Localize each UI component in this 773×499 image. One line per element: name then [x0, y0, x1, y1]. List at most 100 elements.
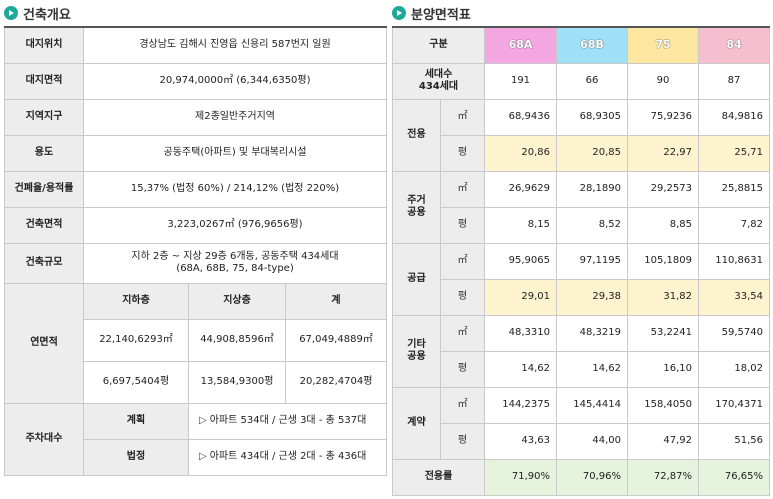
contract-label: 계약	[392, 386, 441, 460]
contract-sqm-68b: 145,4414	[556, 386, 628, 424]
overview-title-text: 건축개요	[23, 7, 71, 23]
unit-sqm: ㎡	[440, 386, 485, 424]
table-row: 세대수 434세대 191 66 90 87	[392, 62, 770, 100]
table-row: 용도 공동주택(아파트) 및 부대복리시설	[4, 134, 388, 172]
residential-common-py-75: 8,85	[627, 206, 699, 244]
table-row: 연면적 지하층 지상층 계	[4, 282, 388, 404]
table-row: 주차대수 계획 ▷ 아파트 534대 / 근생 3대 - 총 537대	[4, 402, 388, 476]
other-common-sqm-68a: 48,3310	[484, 314, 557, 352]
exclusive-py-84: 25,71	[698, 134, 770, 172]
unit-py: 평	[440, 350, 485, 388]
unit-py: 평	[440, 422, 485, 460]
residential-common-sqm-84: 25,8815	[698, 170, 770, 208]
zone-label: 지역지구	[4, 98, 84, 136]
residential-common-py-84: 7,82	[698, 206, 770, 244]
ratio-68a: 71,90%	[484, 458, 557, 496]
floor-area-header-total: 계	[284, 282, 388, 320]
sale-area-table: 구분 68A 68B 75 84 세대수 434세대 191 66 90 87 …	[392, 26, 770, 496]
other-common-label: 기타 공용	[392, 314, 441, 388]
floor-area-py-basement: 6,697,5404평	[83, 360, 189, 404]
other-common-sqm-84: 59,5740	[698, 314, 770, 352]
type-75-text: 75	[655, 38, 671, 51]
other-common-sqm-68b: 48,3219	[556, 314, 628, 352]
zone-value: 제2종일반주거지역	[82, 98, 388, 136]
unit-sqm: ㎡	[440, 314, 485, 352]
overview-title: 건축개요	[4, 3, 71, 23]
unit-py: 평	[440, 206, 485, 244]
table-row: 구분 68A 68B 75 84	[392, 26, 770, 64]
exclusive-sqm-68b: 68,9305	[556, 98, 628, 136]
type-84-text: 84	[726, 38, 742, 51]
table-row: 주거 공용 ㎡ 26,9629 28,1890 29,2573 25,8815	[392, 170, 770, 244]
residential-common-py-68b: 8,52	[556, 206, 628, 244]
other-common-py-75: 16,10	[627, 350, 699, 388]
other-common-py-84: 18,02	[698, 350, 770, 388]
supply-py-84: 33,54	[698, 278, 770, 316]
unit-py: 평	[440, 278, 485, 316]
sale-area-title-text: 분양면적표	[411, 7, 471, 23]
building-area-value: 3,223,0267㎡ (976,9656평)	[82, 206, 388, 244]
site-area-label: 대지면적	[4, 62, 84, 100]
unit-sqm: ㎡	[440, 242, 485, 280]
ratio-75: 72,87%	[627, 458, 699, 496]
other-common-py-68a: 14,62	[484, 350, 557, 388]
coverage-value: 15,37% (법정 60%) / 214,12% (법정 220%)	[82, 170, 388, 208]
contract-py-84: 51,56	[698, 422, 770, 460]
contract-sqm-84: 170,4371	[698, 386, 770, 424]
supply-py-75: 31,82	[627, 278, 699, 316]
table-row: 기타 공용 ㎡ 48,3310 48,3219 53,2241 59,5740	[392, 314, 770, 388]
table-row: 대지위치 경상남도 김해시 진영읍 신용리 587번지 일원	[4, 26, 388, 64]
exclusive-py-68b: 20,85	[556, 134, 628, 172]
households-84: 87	[698, 62, 770, 100]
residential-common-sqm-68a: 26,9629	[484, 170, 557, 208]
type-68b-text: 68B	[580, 38, 604, 51]
households-label-2: 434세대	[418, 81, 459, 92]
triangle-right-icon: ▷	[199, 414, 207, 426]
table-row: 평 8,15 8,52 8,85 7,82	[393, 206, 770, 244]
table-row: 건축면적 3,223,0267㎡ (976,9656평)	[4, 206, 388, 244]
type-84-header: 84	[698, 26, 770, 64]
scale-line2: (68A, 68B, 75, 84-type)	[176, 263, 294, 274]
table-row: 건폐율/용적률 15,37% (법정 60%) / 214,12% (법정 22…	[4, 170, 388, 208]
other-common-label-2: 공용	[407, 351, 426, 362]
residential-common-sqm-68b: 28,1890	[556, 170, 628, 208]
table-row: 지역지구 제2종일반주거지역	[4, 98, 388, 136]
sale-area-title: 분양면적표	[392, 3, 471, 23]
supply-sqm-68a: 95,9065	[484, 242, 557, 280]
table-row: 계약 ㎡ 144,2375 145,4414 158,4050 170,4371	[392, 386, 770, 460]
triangle-right-icon: ▷	[199, 450, 207, 462]
residential-common-label: 주거 공용	[392, 170, 441, 244]
unit-sqm: ㎡	[440, 170, 485, 208]
supply-sqm-84: 110,8631	[698, 242, 770, 280]
contract-py-68b: 44,00	[556, 422, 628, 460]
supply-py-68b: 29,38	[556, 278, 628, 316]
exclusive-py-75: 22,97	[627, 134, 699, 172]
exclusive-sqm-75: 75,9236	[627, 98, 699, 136]
table-row: 전용률 71,90% 70,96% 72,87% 76,65%	[392, 458, 770, 496]
exclusive-py-68a: 20,86	[484, 134, 557, 172]
supply-label: 공급	[392, 242, 441, 316]
parking-legal-label: 법정	[83, 438, 189, 476]
supply-py-68a: 29,01	[484, 278, 557, 316]
other-common-py-68b: 14,62	[556, 350, 628, 388]
type-header-label: 구분	[392, 26, 485, 64]
households-75: 90	[627, 62, 699, 100]
parking-plan-text: 아파트 534대 / 근생 3대 - 총 537대	[209, 414, 367, 426]
type-68a-header: 68A	[484, 26, 557, 64]
table-row: 법정 ▷ 아파트 434대 / 근생 2대 - 총 436대	[5, 438, 388, 476]
supply-sqm-68b: 97,1195	[556, 242, 628, 280]
residential-common-label-1: 주거	[407, 194, 426, 206]
unit-sqm: ㎡	[440, 98, 485, 136]
contract-py-68a: 43,63	[484, 422, 557, 460]
floor-area-header-basement: 지하층	[83, 282, 189, 320]
residential-common-sqm-75: 29,2573	[627, 170, 699, 208]
exclusive-sqm-68a: 68,9436	[484, 98, 557, 136]
other-common-label-1: 기타	[407, 338, 426, 350]
parking-legal-value: ▷ 아파트 434대 / 근생 2대 - 총 436대	[187, 438, 388, 476]
households-label: 세대수 434세대	[392, 62, 485, 100]
table-row: 전용 ㎡ 68,9436 68,9305 75,9236 84,9816	[392, 98, 770, 172]
scale-line1: 지하 2층 ~ 지상 29층 6개동, 공동주택 434세대	[131, 250, 339, 262]
floor-area-label: 연면적	[4, 282, 84, 404]
table-row: 평 20,86 20,85 22,97 25,71	[393, 134, 770, 172]
other-common-sqm-75: 53,2241	[627, 314, 699, 352]
